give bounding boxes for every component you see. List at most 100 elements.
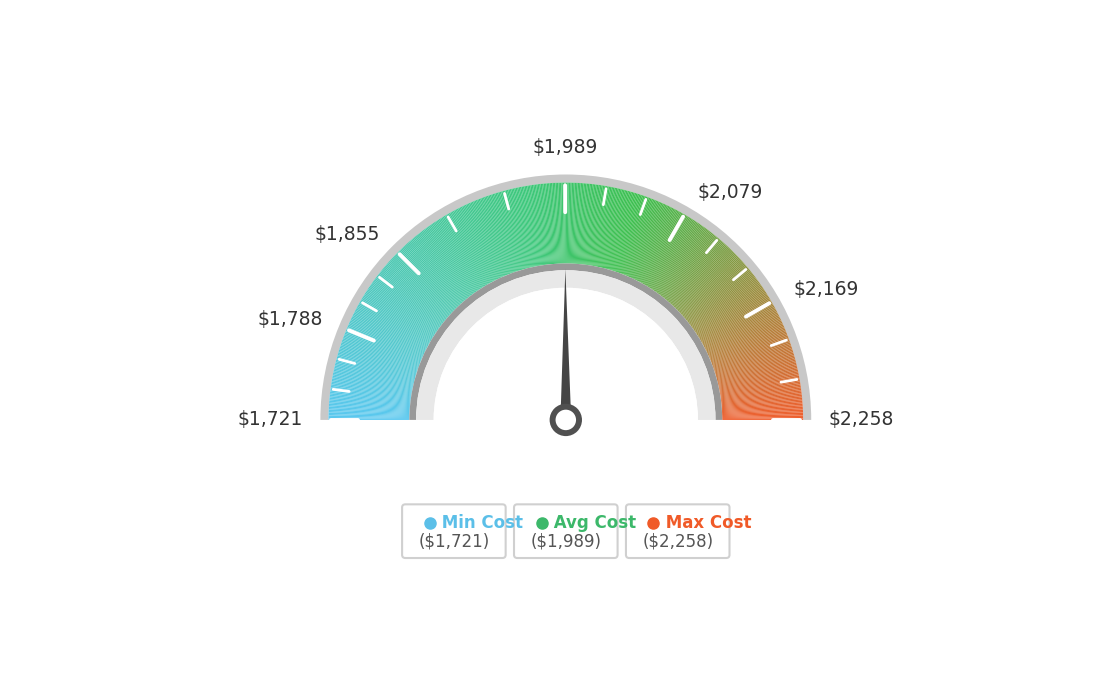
Wedge shape: [521, 186, 538, 266]
Wedge shape: [646, 217, 689, 286]
Wedge shape: [396, 253, 455, 310]
Wedge shape: [429, 224, 477, 292]
Wedge shape: [402, 247, 459, 306]
Wedge shape: [516, 188, 533, 267]
Wedge shape: [329, 396, 411, 405]
Wedge shape: [340, 344, 417, 371]
Wedge shape: [688, 271, 752, 322]
Wedge shape: [352, 315, 425, 351]
Wedge shape: [403, 246, 459, 306]
Wedge shape: [656, 226, 703, 293]
Wedge shape: [370, 284, 437, 331]
Wedge shape: [335, 366, 413, 386]
Wedge shape: [666, 237, 719, 300]
Wedge shape: [722, 414, 803, 417]
Wedge shape: [469, 203, 502, 277]
Wedge shape: [379, 273, 443, 324]
Wedge shape: [355, 310, 427, 348]
Wedge shape: [508, 189, 529, 268]
Wedge shape: [480, 198, 510, 274]
Wedge shape: [657, 227, 705, 293]
Wedge shape: [721, 395, 802, 404]
Wedge shape: [421, 231, 470, 296]
Wedge shape: [336, 361, 414, 382]
Wedge shape: [691, 278, 757, 327]
Wedge shape: [510, 189, 530, 268]
Wedge shape: [551, 183, 556, 264]
Wedge shape: [665, 236, 718, 299]
Wedge shape: [384, 266, 446, 319]
Wedge shape: [391, 259, 452, 314]
Wedge shape: [475, 200, 507, 275]
Wedge shape: [687, 268, 750, 321]
Wedge shape: [645, 215, 687, 285]
Wedge shape: [661, 231, 711, 296]
Wedge shape: [382, 268, 445, 321]
Wedge shape: [693, 282, 760, 330]
Wedge shape: [342, 338, 418, 367]
Wedge shape: [671, 244, 726, 304]
Wedge shape: [490, 195, 517, 272]
Wedge shape: [652, 222, 698, 290]
Wedge shape: [702, 303, 773, 344]
Wedge shape: [374, 279, 439, 328]
Wedge shape: [564, 183, 565, 264]
Wedge shape: [428, 226, 476, 293]
Wedge shape: [655, 224, 702, 292]
Wedge shape: [641, 212, 681, 284]
Wedge shape: [656, 226, 704, 293]
Wedge shape: [344, 333, 421, 363]
Wedge shape: [386, 263, 448, 317]
Wedge shape: [672, 247, 730, 306]
Wedge shape: [722, 417, 803, 419]
Wedge shape: [618, 196, 646, 273]
Wedge shape: [411, 239, 465, 302]
Wedge shape: [598, 188, 616, 267]
Wedge shape: [673, 248, 731, 307]
Wedge shape: [566, 183, 569, 264]
Wedge shape: [575, 183, 582, 264]
Wedge shape: [627, 201, 660, 277]
Wedge shape: [574, 183, 580, 264]
Wedge shape: [524, 186, 540, 266]
Wedge shape: [708, 320, 782, 355]
Wedge shape: [584, 184, 595, 265]
Wedge shape: [424, 229, 473, 295]
Wedge shape: [408, 241, 463, 303]
Wedge shape: [348, 324, 423, 358]
Wedge shape: [355, 308, 427, 347]
Wedge shape: [388, 262, 449, 317]
Wedge shape: [407, 242, 463, 303]
Wedge shape: [722, 418, 803, 420]
Wedge shape: [362, 297, 432, 339]
Text: $2,258: $2,258: [829, 411, 894, 429]
Wedge shape: [643, 213, 682, 284]
FancyBboxPatch shape: [514, 504, 617, 558]
Wedge shape: [335, 364, 414, 384]
Wedge shape: [696, 288, 764, 334]
Wedge shape: [721, 386, 800, 398]
Wedge shape: [716, 358, 795, 380]
Wedge shape: [563, 183, 565, 264]
Wedge shape: [383, 268, 446, 320]
Text: ($1,721): ($1,721): [418, 533, 489, 551]
Wedge shape: [707, 316, 779, 353]
Wedge shape: [711, 331, 786, 362]
Wedge shape: [608, 192, 631, 270]
Wedge shape: [631, 204, 667, 278]
Wedge shape: [629, 203, 662, 277]
Wedge shape: [667, 239, 721, 302]
Text: $2,169: $2,169: [794, 279, 859, 299]
Wedge shape: [704, 310, 776, 348]
Wedge shape: [373, 280, 439, 328]
Wedge shape: [720, 383, 800, 397]
Wedge shape: [607, 191, 630, 269]
Wedge shape: [333, 368, 413, 387]
Wedge shape: [392, 257, 452, 313]
Wedge shape: [634, 206, 671, 279]
Wedge shape: [700, 297, 769, 339]
Wedge shape: [580, 184, 588, 264]
Wedge shape: [680, 257, 740, 313]
Wedge shape: [713, 342, 790, 370]
Wedge shape: [330, 393, 411, 403]
